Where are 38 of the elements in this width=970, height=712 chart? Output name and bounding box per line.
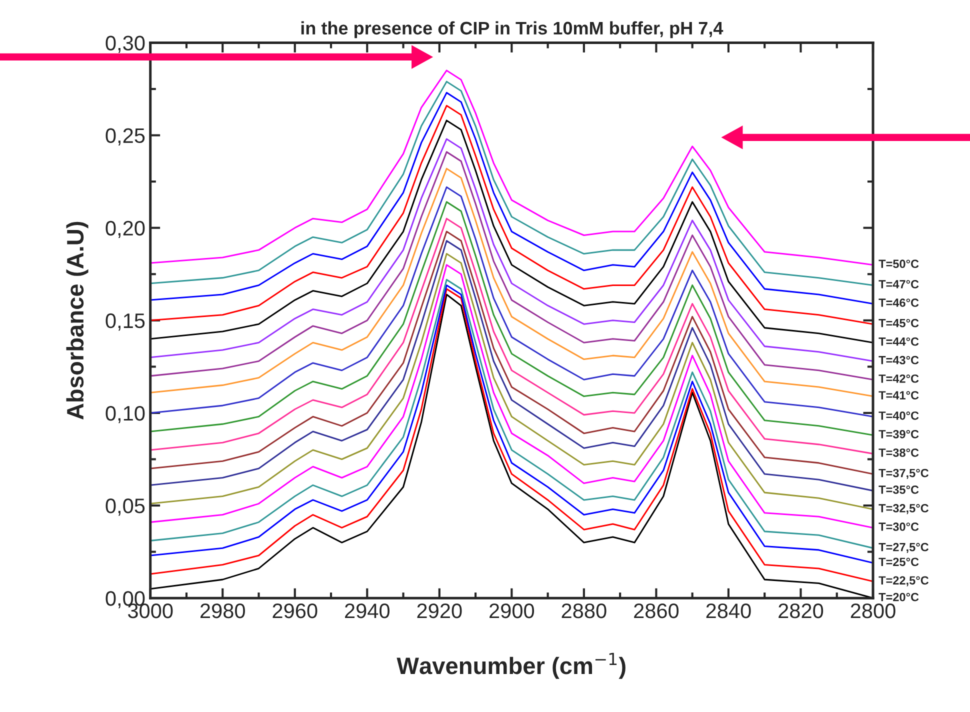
x-tick-label: 2880 [562, 603, 606, 618]
x-tick-label: 2900 [490, 603, 534, 618]
y-tick-label: 0,20 [106, 220, 145, 238]
x-tick-label: 2960 [272, 603, 318, 618]
series-label: T=25°C [878, 558, 919, 566]
series-label: T=20°C [878, 592, 919, 602]
series-label: T=45°C [878, 318, 919, 328]
y-axis-title: Absorbance (A.U) [66, 222, 88, 420]
x-tick-label: 2820 [778, 603, 824, 618]
series-label: T=46°C [878, 298, 919, 307]
x-tick-label: 2940 [345, 603, 390, 618]
series-label: T=50°C [878, 260, 919, 268]
y-tick-label: 0,15 [106, 313, 145, 331]
series-label: T=41°C [878, 391, 919, 400]
y-tick-label: 0,10 [106, 406, 145, 424]
series-label: T=30°C [878, 522, 919, 531]
series-label: T=44°C [878, 337, 919, 346]
x-tick-label: 2980 [200, 603, 245, 618]
x-tick-label: 2800 [850, 603, 896, 618]
x-tick-label: 2860 [634, 603, 679, 618]
series-label: T=43°C [878, 356, 919, 364]
x-axis-title: Wavenumber (cm$^{−1}$) [396, 652, 626, 679]
chart-title: in the presence of CIP in Tris 10mM buffer, pH 7,4 [301, 21, 724, 38]
series-label: T=37,5°C [878, 468, 929, 479]
series-label: T=32,5°C [878, 504, 929, 514]
series-label: T=35°C [878, 486, 919, 494]
y-tick-label: 0,25 [106, 128, 145, 146]
series-label: T=47°C [878, 280, 919, 288]
x-tick-label: 2840 [706, 603, 751, 618]
y-tick-label: 0,30 [106, 36, 145, 53]
series-label: T=40°C [878, 411, 919, 420]
y-tick-label: 0,05 [106, 498, 145, 516]
series-label: T=39°C [878, 430, 919, 438]
x-tick-label: 2920 [417, 603, 462, 618]
series-label: T=38°C [878, 448, 919, 457]
series-label: T=27,5°C [878, 542, 929, 553]
series-label: T=22,5°C [878, 576, 929, 586]
series-label: T=42°C [878, 374, 919, 383]
